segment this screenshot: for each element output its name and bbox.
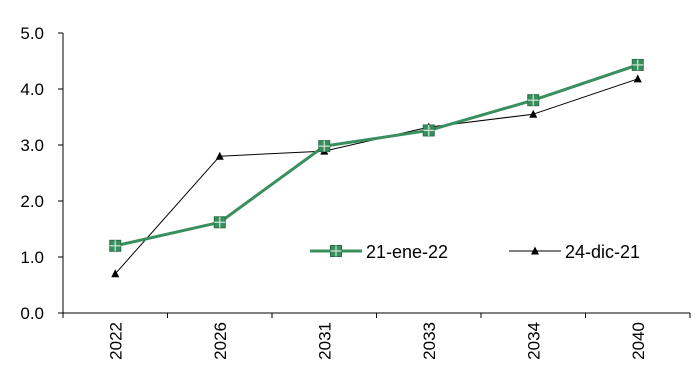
data-point bbox=[422, 124, 435, 137]
y-axis: 0.0 1.0 2.0 3.0 4.0 5.0 bbox=[20, 24, 64, 323]
x-axis: 2022 2026 2031 2033 2034 2040 bbox=[62, 312, 691, 360]
y-tick-label: 1.0 bbox=[20, 248, 44, 267]
y-tick-label: 4.0 bbox=[20, 80, 44, 99]
data-point bbox=[318, 140, 331, 153]
data-point bbox=[111, 269, 120, 278]
legend-label: 21-ene-22 bbox=[366, 242, 448, 262]
y-tick-label: 0.0 bbox=[20, 304, 44, 323]
x-tick-label: 2031 bbox=[315, 322, 334, 360]
data-point bbox=[631, 58, 644, 71]
y-tick-label: 3.0 bbox=[20, 136, 44, 155]
data-point bbox=[109, 239, 122, 252]
legend-marker bbox=[330, 245, 342, 257]
y-tick-label: 2.0 bbox=[20, 192, 44, 211]
data-point bbox=[529, 109, 538, 118]
data-point bbox=[215, 151, 224, 160]
x-tick-label: 2022 bbox=[106, 322, 125, 360]
legend-entry: 21-ene-22 bbox=[310, 242, 448, 262]
legend-entry: 24-dic-21 bbox=[509, 242, 640, 262]
series-line bbox=[114, 63, 639, 248]
y-tick-label: 5.0 bbox=[20, 24, 44, 43]
legend-label: 24-dic-21 bbox=[565, 242, 640, 262]
series-layer bbox=[109, 58, 644, 278]
x-tick-label: 2026 bbox=[211, 322, 230, 360]
legend-marker bbox=[531, 246, 539, 255]
x-tick-label: 2034 bbox=[524, 322, 543, 360]
series-green bbox=[109, 58, 644, 252]
data-point bbox=[527, 94, 540, 107]
data-point bbox=[213, 216, 226, 229]
data-point bbox=[633, 74, 642, 83]
x-tick-label: 2040 bbox=[629, 322, 648, 360]
x-tick-label: 2033 bbox=[420, 322, 439, 360]
legend: 21-ene-22 24-dic-21 bbox=[310, 242, 640, 262]
